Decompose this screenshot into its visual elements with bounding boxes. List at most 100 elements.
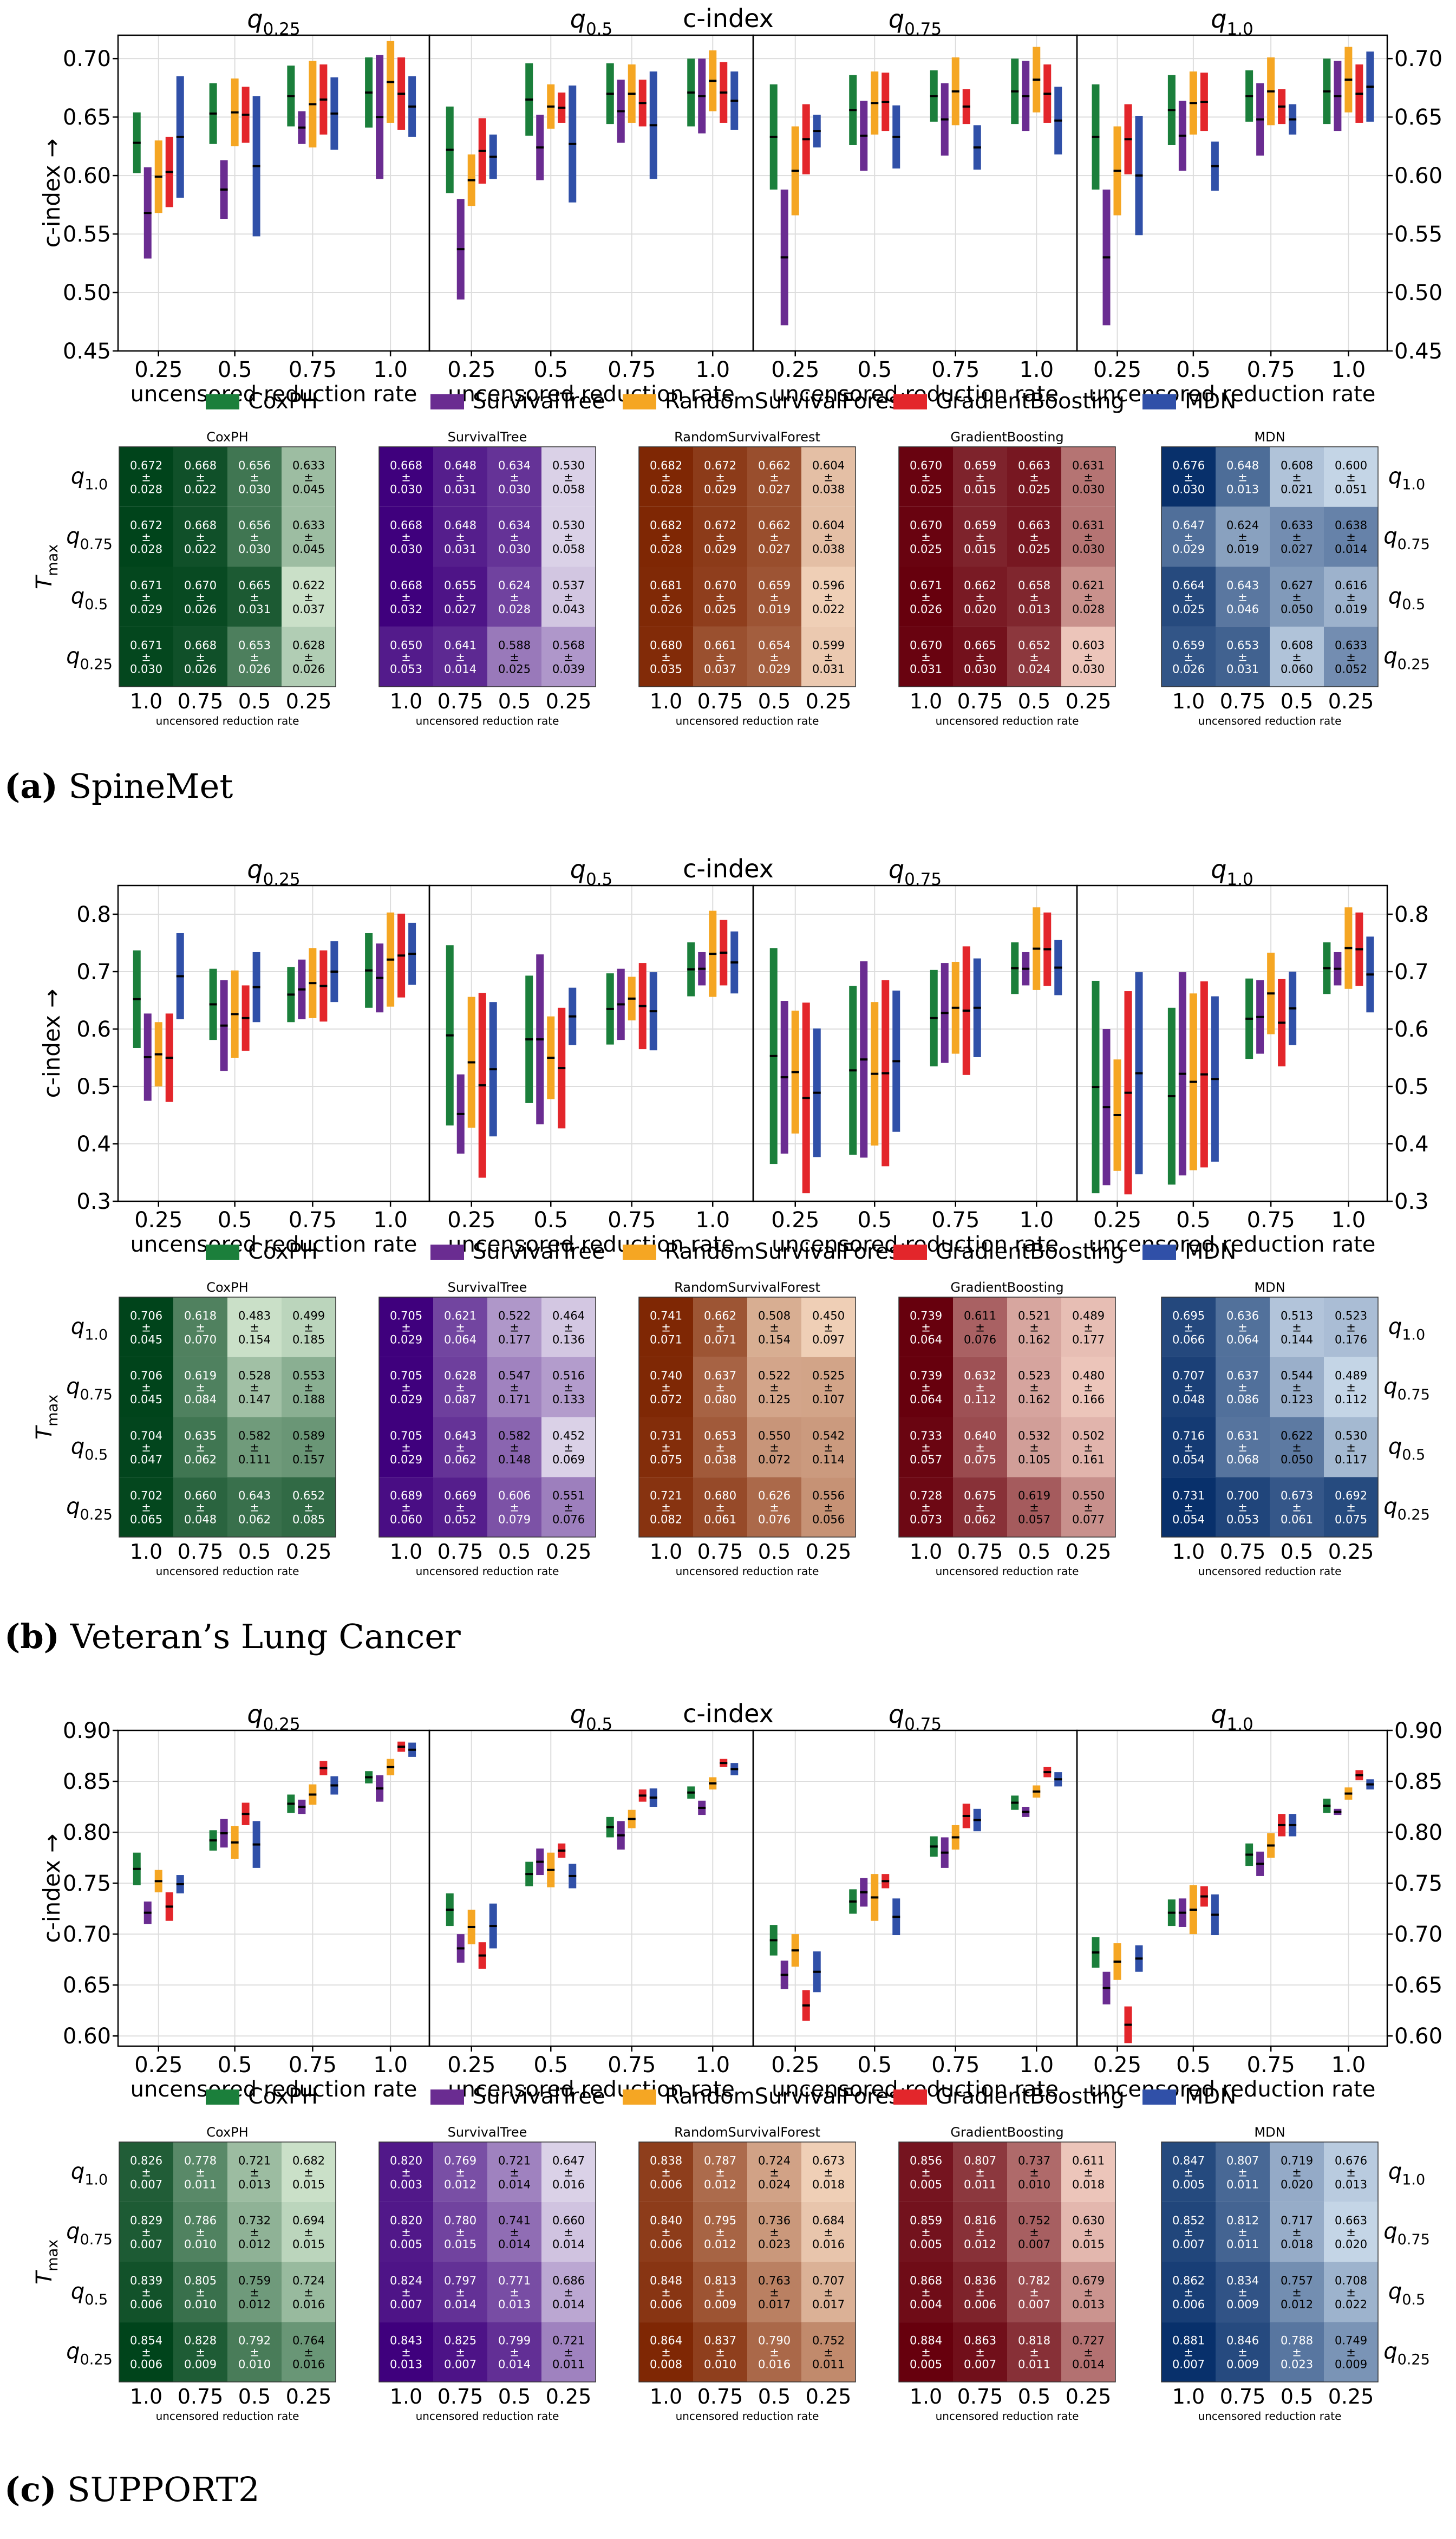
panel-title: q1.0 — [1211, 4, 1253, 39]
cell-pm: ± — [1238, 531, 1248, 544]
heatmap-cell — [282, 2202, 336, 2262]
cell-pm: ± — [1184, 2226, 1193, 2239]
cell-mean: 0.721 — [498, 2154, 531, 2167]
cell-std: 0.020 — [1281, 2178, 1313, 2191]
y-tick-label-left: 0.8 — [76, 902, 111, 927]
cell-mean: 0.671 — [130, 579, 162, 592]
heatmap-cell — [1007, 447, 1061, 507]
cell-mean: 0.769 — [444, 2154, 476, 2167]
legend-label-GradientBoosting: GradientBoosting — [936, 1239, 1125, 1264]
cell-mean: 0.660 — [552, 2214, 585, 2227]
cell-std: 0.025 — [704, 603, 736, 616]
cell-mean: 0.676 — [1172, 459, 1205, 472]
cell-mean: 0.702 — [130, 1489, 162, 1502]
suptitle: c-index — [683, 1699, 774, 1728]
cell-pm: ± — [510, 651, 519, 664]
heatmap-cell — [119, 2142, 173, 2202]
heatmap-cell — [282, 2262, 336, 2322]
x-tick-label: 0.75 — [608, 357, 656, 382]
cell-std: 0.030 — [130, 663, 162, 676]
cell-pm: ± — [1083, 1441, 1093, 1454]
cell-mean: 0.634 — [498, 459, 531, 472]
cell-std: 0.030 — [238, 543, 271, 556]
cell-pm: ± — [510, 2286, 519, 2299]
cell-mean: 0.705 — [390, 1429, 422, 1442]
heat-row-label-left: q0.5 — [71, 584, 108, 613]
heatmap-cell — [953, 2202, 1007, 2262]
x-tick-label: 1.0 — [695, 1208, 730, 1233]
heat-x-tick: 0.5 — [1281, 2385, 1313, 2408]
heatmap-cell — [639, 627, 693, 687]
cell-pm: ± — [921, 591, 931, 604]
cell-pm: ± — [250, 2166, 259, 2179]
cell-pm: ± — [304, 1501, 314, 1514]
cell-mean: 0.881 — [1172, 2334, 1205, 2347]
cell-mean: 0.663 — [1018, 459, 1050, 472]
legend-swatch-GradientBoosting — [893, 1245, 927, 1260]
cell-std: 0.014 — [1072, 2358, 1105, 2371]
heat-row-label-left: q1.0 — [71, 464, 108, 493]
cell-mean: 0.630 — [1072, 2214, 1105, 2227]
cell-mean: 0.672 — [130, 459, 162, 472]
cell-pm: ± — [401, 2226, 411, 2239]
heatmap-cell — [227, 2202, 282, 2262]
heat-x-tick: 0.5 — [758, 2385, 791, 2408]
cell-mean: 0.550 — [1072, 1489, 1105, 1502]
cell-std: 0.014 — [498, 2178, 531, 2191]
cell-std: 0.097 — [812, 1333, 845, 1346]
cell-std: 0.014 — [552, 2298, 585, 2311]
cell-std: 0.077 — [1072, 1513, 1105, 1526]
heatmap-cell — [119, 1417, 173, 1477]
legend-swatch-MDN — [1142, 394, 1176, 409]
cell-mean: 0.648 — [444, 519, 476, 532]
caption-text: SpineMet — [68, 766, 233, 806]
cell-pm: ± — [715, 1381, 725, 1394]
cell-mean: 0.633 — [1335, 639, 1367, 652]
cell-std: 0.010 — [704, 2358, 736, 2371]
cell-pm: ± — [195, 2346, 205, 2359]
cell-std: 0.111 — [238, 1453, 271, 1466]
heat-row-label-left: q0.75 — [66, 524, 113, 553]
cell-std: 0.177 — [498, 1333, 531, 1346]
cell-std: 0.031 — [238, 603, 271, 616]
heatmap-cell — [433, 1417, 487, 1477]
cell-std: 0.054 — [1172, 1513, 1205, 1526]
heatmap-cell — [1061, 1357, 1115, 1417]
cell-std: 0.009 — [1226, 2298, 1259, 2311]
cell-std: 0.062 — [238, 1513, 271, 1526]
heatmap-cell — [1216, 1297, 1270, 1357]
legend-label-CoxPH: CoxPH — [248, 2084, 318, 2109]
cell-std: 0.005 — [910, 2178, 942, 2191]
cell-std: 0.123 — [1281, 1393, 1313, 1406]
x-tick-label: 1.0 — [695, 2053, 730, 2078]
y-tick-label-right: 0.5 — [1394, 1075, 1429, 1099]
heatmap-title: CoxPH — [206, 429, 248, 445]
cell-std: 0.014 — [498, 2358, 531, 2371]
caption-letter: (a) — [4, 766, 58, 806]
heatmap-cell — [747, 1357, 801, 1417]
cell-pm: ± — [304, 1321, 314, 1334]
heatmap-cell — [1216, 506, 1270, 567]
heatmap-CoxPH: CoxPH0.672±0.0280.668±0.0220.656±0.0300.… — [119, 429, 336, 727]
cell-mean: 0.834 — [1226, 2274, 1259, 2287]
cell-std: 0.085 — [292, 1513, 325, 1526]
heat-row-label-left: q0.25 — [66, 2339, 113, 2368]
y-tick-label-right: 0.85 — [1394, 1769, 1442, 1794]
heatmap-frame — [378, 446, 596, 687]
heatmap-cell — [1324, 2262, 1378, 2322]
tmax-label: Tmax — [32, 1395, 61, 1440]
cell-std: 0.026 — [184, 663, 217, 676]
cell-pm: ± — [304, 2286, 314, 2299]
heatmap-cell — [639, 2322, 693, 2382]
cell-mean: 0.547 — [498, 1369, 531, 1382]
heatmap-cell — [541, 2202, 596, 2262]
legend-label-RandomSurvivalForest: RandomSurvivalForest — [665, 389, 909, 414]
cell-mean: 0.489 — [1072, 1309, 1105, 1322]
heatmap-cell — [801, 2202, 856, 2262]
cell-pm: ± — [510, 1321, 519, 1334]
cell-mean: 0.727 — [1072, 2334, 1105, 2347]
heatmap-cell — [747, 2142, 801, 2202]
heat-x-tick: 0.25 — [546, 689, 592, 713]
